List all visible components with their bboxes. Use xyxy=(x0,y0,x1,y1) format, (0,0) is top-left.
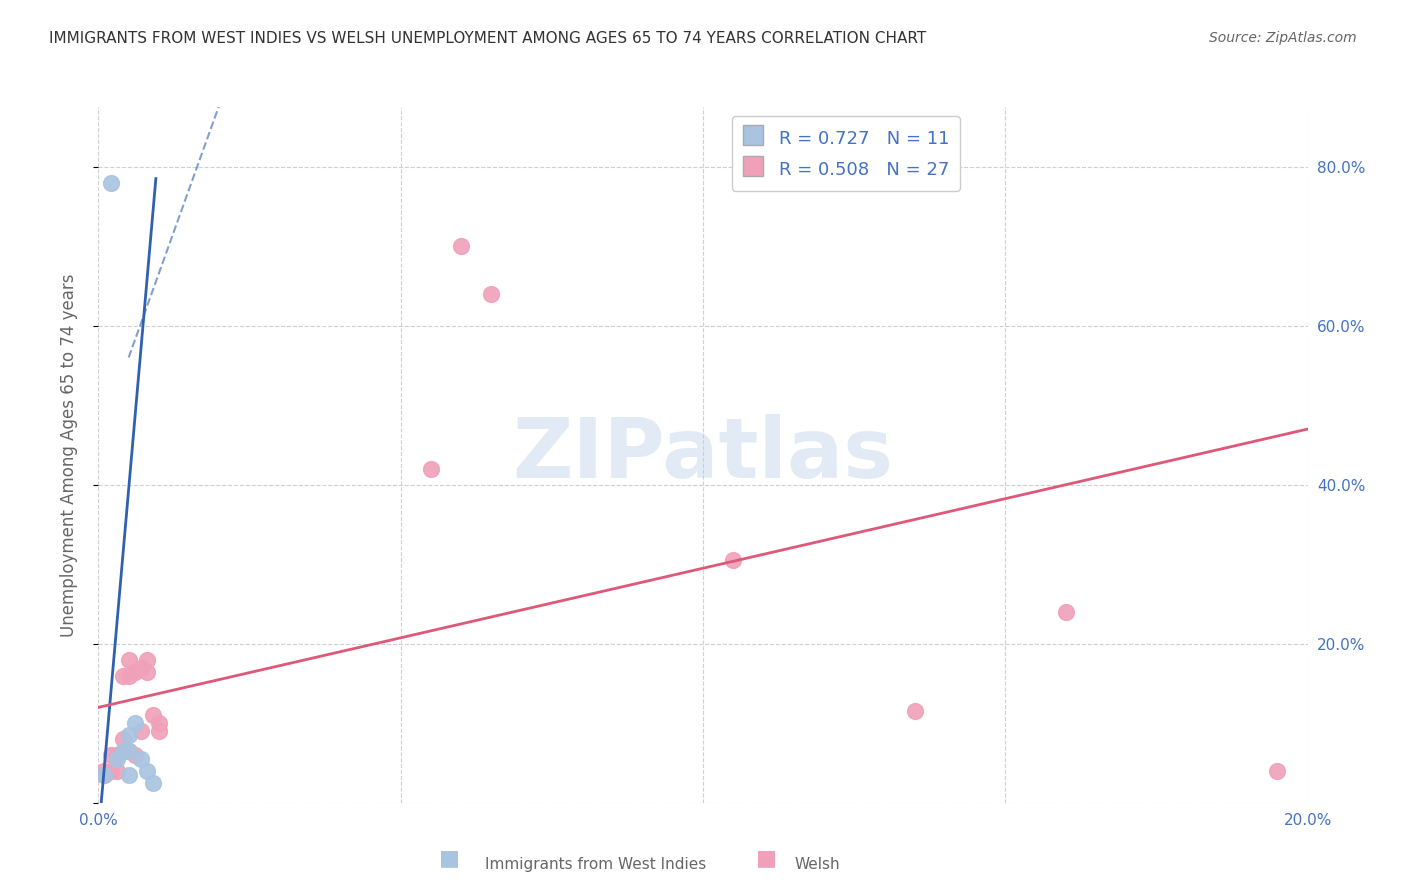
Point xyxy=(111,732,134,747)
Point xyxy=(129,724,152,739)
Y-axis label: Unemployment Among Ages 65 to 74 years: Unemployment Among Ages 65 to 74 years xyxy=(59,273,77,637)
Point xyxy=(118,744,141,758)
Text: ZIPatlas: ZIPatlas xyxy=(513,415,893,495)
Text: IMMIGRANTS FROM WEST INDIES VS WELSH UNEMPLOYMENT AMONG AGES 65 TO 74 YEARS CORR: IMMIGRANTS FROM WEST INDIES VS WELSH UNE… xyxy=(49,31,927,46)
Point xyxy=(118,668,141,682)
Point xyxy=(420,462,443,476)
Point xyxy=(124,665,146,679)
Text: Welsh: Welsh xyxy=(794,857,839,872)
Point xyxy=(124,748,146,763)
Text: Source: ZipAtlas.com: Source: ZipAtlas.com xyxy=(1209,31,1357,45)
Point xyxy=(135,653,157,667)
Point xyxy=(93,768,115,782)
Point xyxy=(100,748,122,763)
Point xyxy=(129,752,152,766)
Point xyxy=(142,776,165,790)
Point xyxy=(118,768,141,782)
Point xyxy=(135,665,157,679)
Point xyxy=(118,653,141,667)
Point xyxy=(105,764,128,778)
Point xyxy=(481,286,503,301)
Point xyxy=(1054,605,1077,619)
Point xyxy=(135,764,157,778)
Point xyxy=(111,668,134,682)
Point xyxy=(118,744,141,758)
Point xyxy=(148,716,170,731)
Text: ■: ■ xyxy=(756,848,776,868)
Point xyxy=(904,704,927,718)
Point xyxy=(93,764,115,778)
Point xyxy=(124,716,146,731)
Point xyxy=(105,748,128,763)
Point xyxy=(142,708,165,723)
Point xyxy=(129,660,152,674)
Point xyxy=(118,728,141,742)
Point xyxy=(450,239,472,253)
Point xyxy=(1267,764,1289,778)
Legend: R = 0.727   N = 11, R = 0.508   N = 27: R = 0.727 N = 11, R = 0.508 N = 27 xyxy=(731,116,960,191)
Point xyxy=(148,724,170,739)
Point xyxy=(100,176,122,190)
Point xyxy=(105,752,128,766)
Point xyxy=(111,744,134,758)
Point xyxy=(100,764,122,778)
Point xyxy=(93,768,115,782)
Text: ■: ■ xyxy=(440,848,460,868)
Point xyxy=(723,553,745,567)
Text: Immigrants from West Indies: Immigrants from West Indies xyxy=(485,857,706,872)
